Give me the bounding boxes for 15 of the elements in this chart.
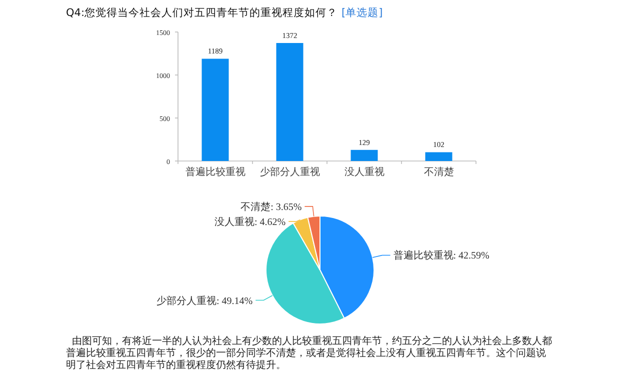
x-tick-label: 普遍比较重视 <box>185 166 246 178</box>
x-tick-label: 不清楚 <box>424 166 454 178</box>
chart-subtitle: [单选题] <box>341 6 383 19</box>
x-tick-label: 没人重视 <box>344 166 384 178</box>
chart-title: Q4:您觉得当今社会人们对五四青年节的重视程度如何？ <box>66 6 338 19</box>
slice-label: 不清楚 <box>240 200 271 213</box>
slice-label: 没人重视 <box>214 216 254 228</box>
slice-label: 少部分人重视 <box>156 294 216 307</box>
text: 由图可知，有将近一半的人认为社会上有少数的人比较重视五四青年节，约五分之二的人认为社会上多数人都普遍比较重视五四青年节，很少的一部分同学不清楚，或者是觉得社会上没有人重视五四青年节。这个问题说明了社会对五四青年节的重视程度仍然有待提升。 <box>66 336 552 372</box>
slice-label: 普遍比较重视 <box>393 250 454 262</box>
data-label: : 42.59% <box>453 250 490 262</box>
data-label: : 49.14% <box>216 296 253 307</box>
data-label: : 4.62% <box>254 216 286 228</box>
data-label: : 3.65% <box>270 202 302 213</box>
x-tick-label: 少部分人重视 <box>260 166 320 178</box>
